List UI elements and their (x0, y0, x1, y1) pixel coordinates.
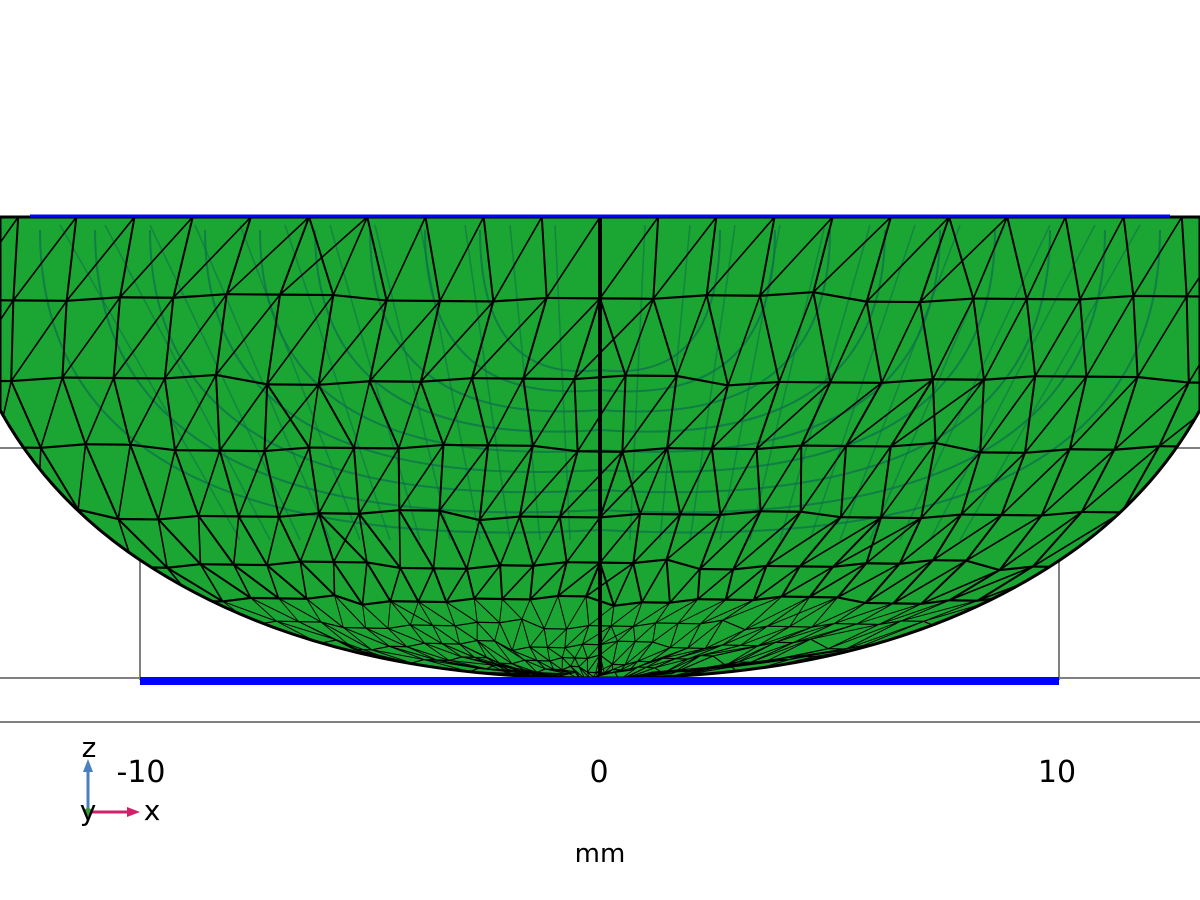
triad-z-label: z (82, 731, 97, 764)
x-tick-label: -10 (117, 755, 166, 790)
x-tick-label: 10 (1038, 755, 1076, 790)
triad-y-label: y (80, 794, 97, 827)
x-axis-ticks: -10 0 10 (117, 755, 1077, 790)
axis-unit-label: mm (575, 839, 626, 869)
x-tick-label: 0 (589, 755, 608, 790)
lens-mesh[interactable] (0, 217, 1200, 680)
triad-x-label: x (144, 794, 161, 827)
